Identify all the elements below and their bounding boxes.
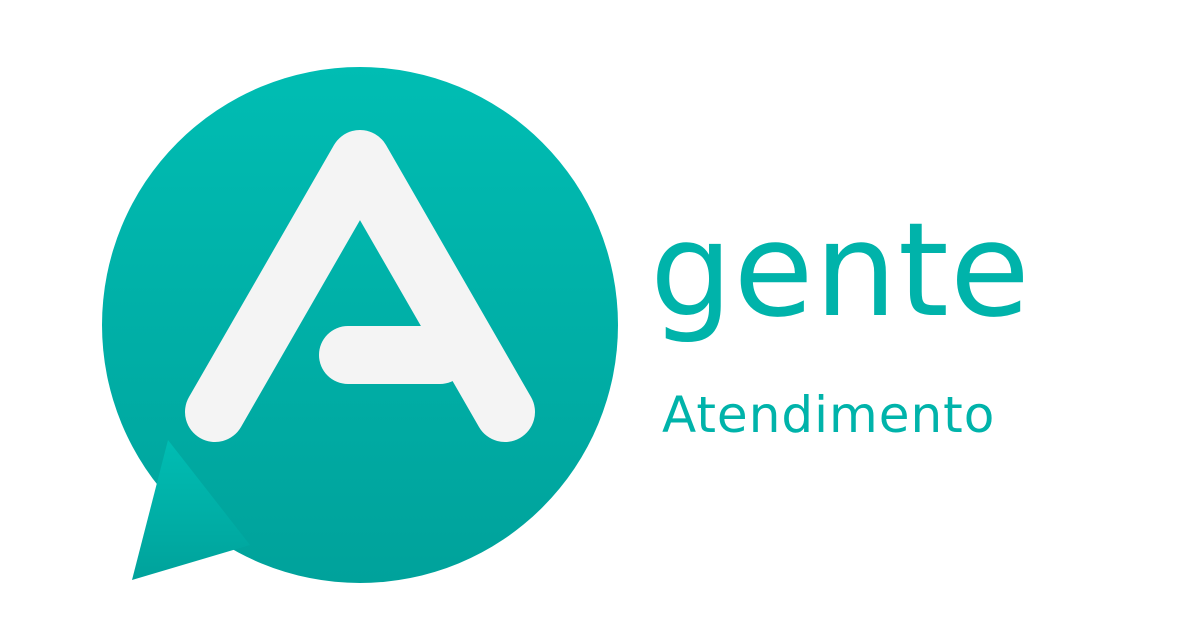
brand-tagline: Atendimento (662, 386, 996, 444)
letter-a-glyph (185, 130, 535, 442)
wordmark: gente Atendimento (650, 200, 1150, 460)
speech-bubble (102, 67, 618, 583)
brand-name: gente (650, 194, 1031, 346)
